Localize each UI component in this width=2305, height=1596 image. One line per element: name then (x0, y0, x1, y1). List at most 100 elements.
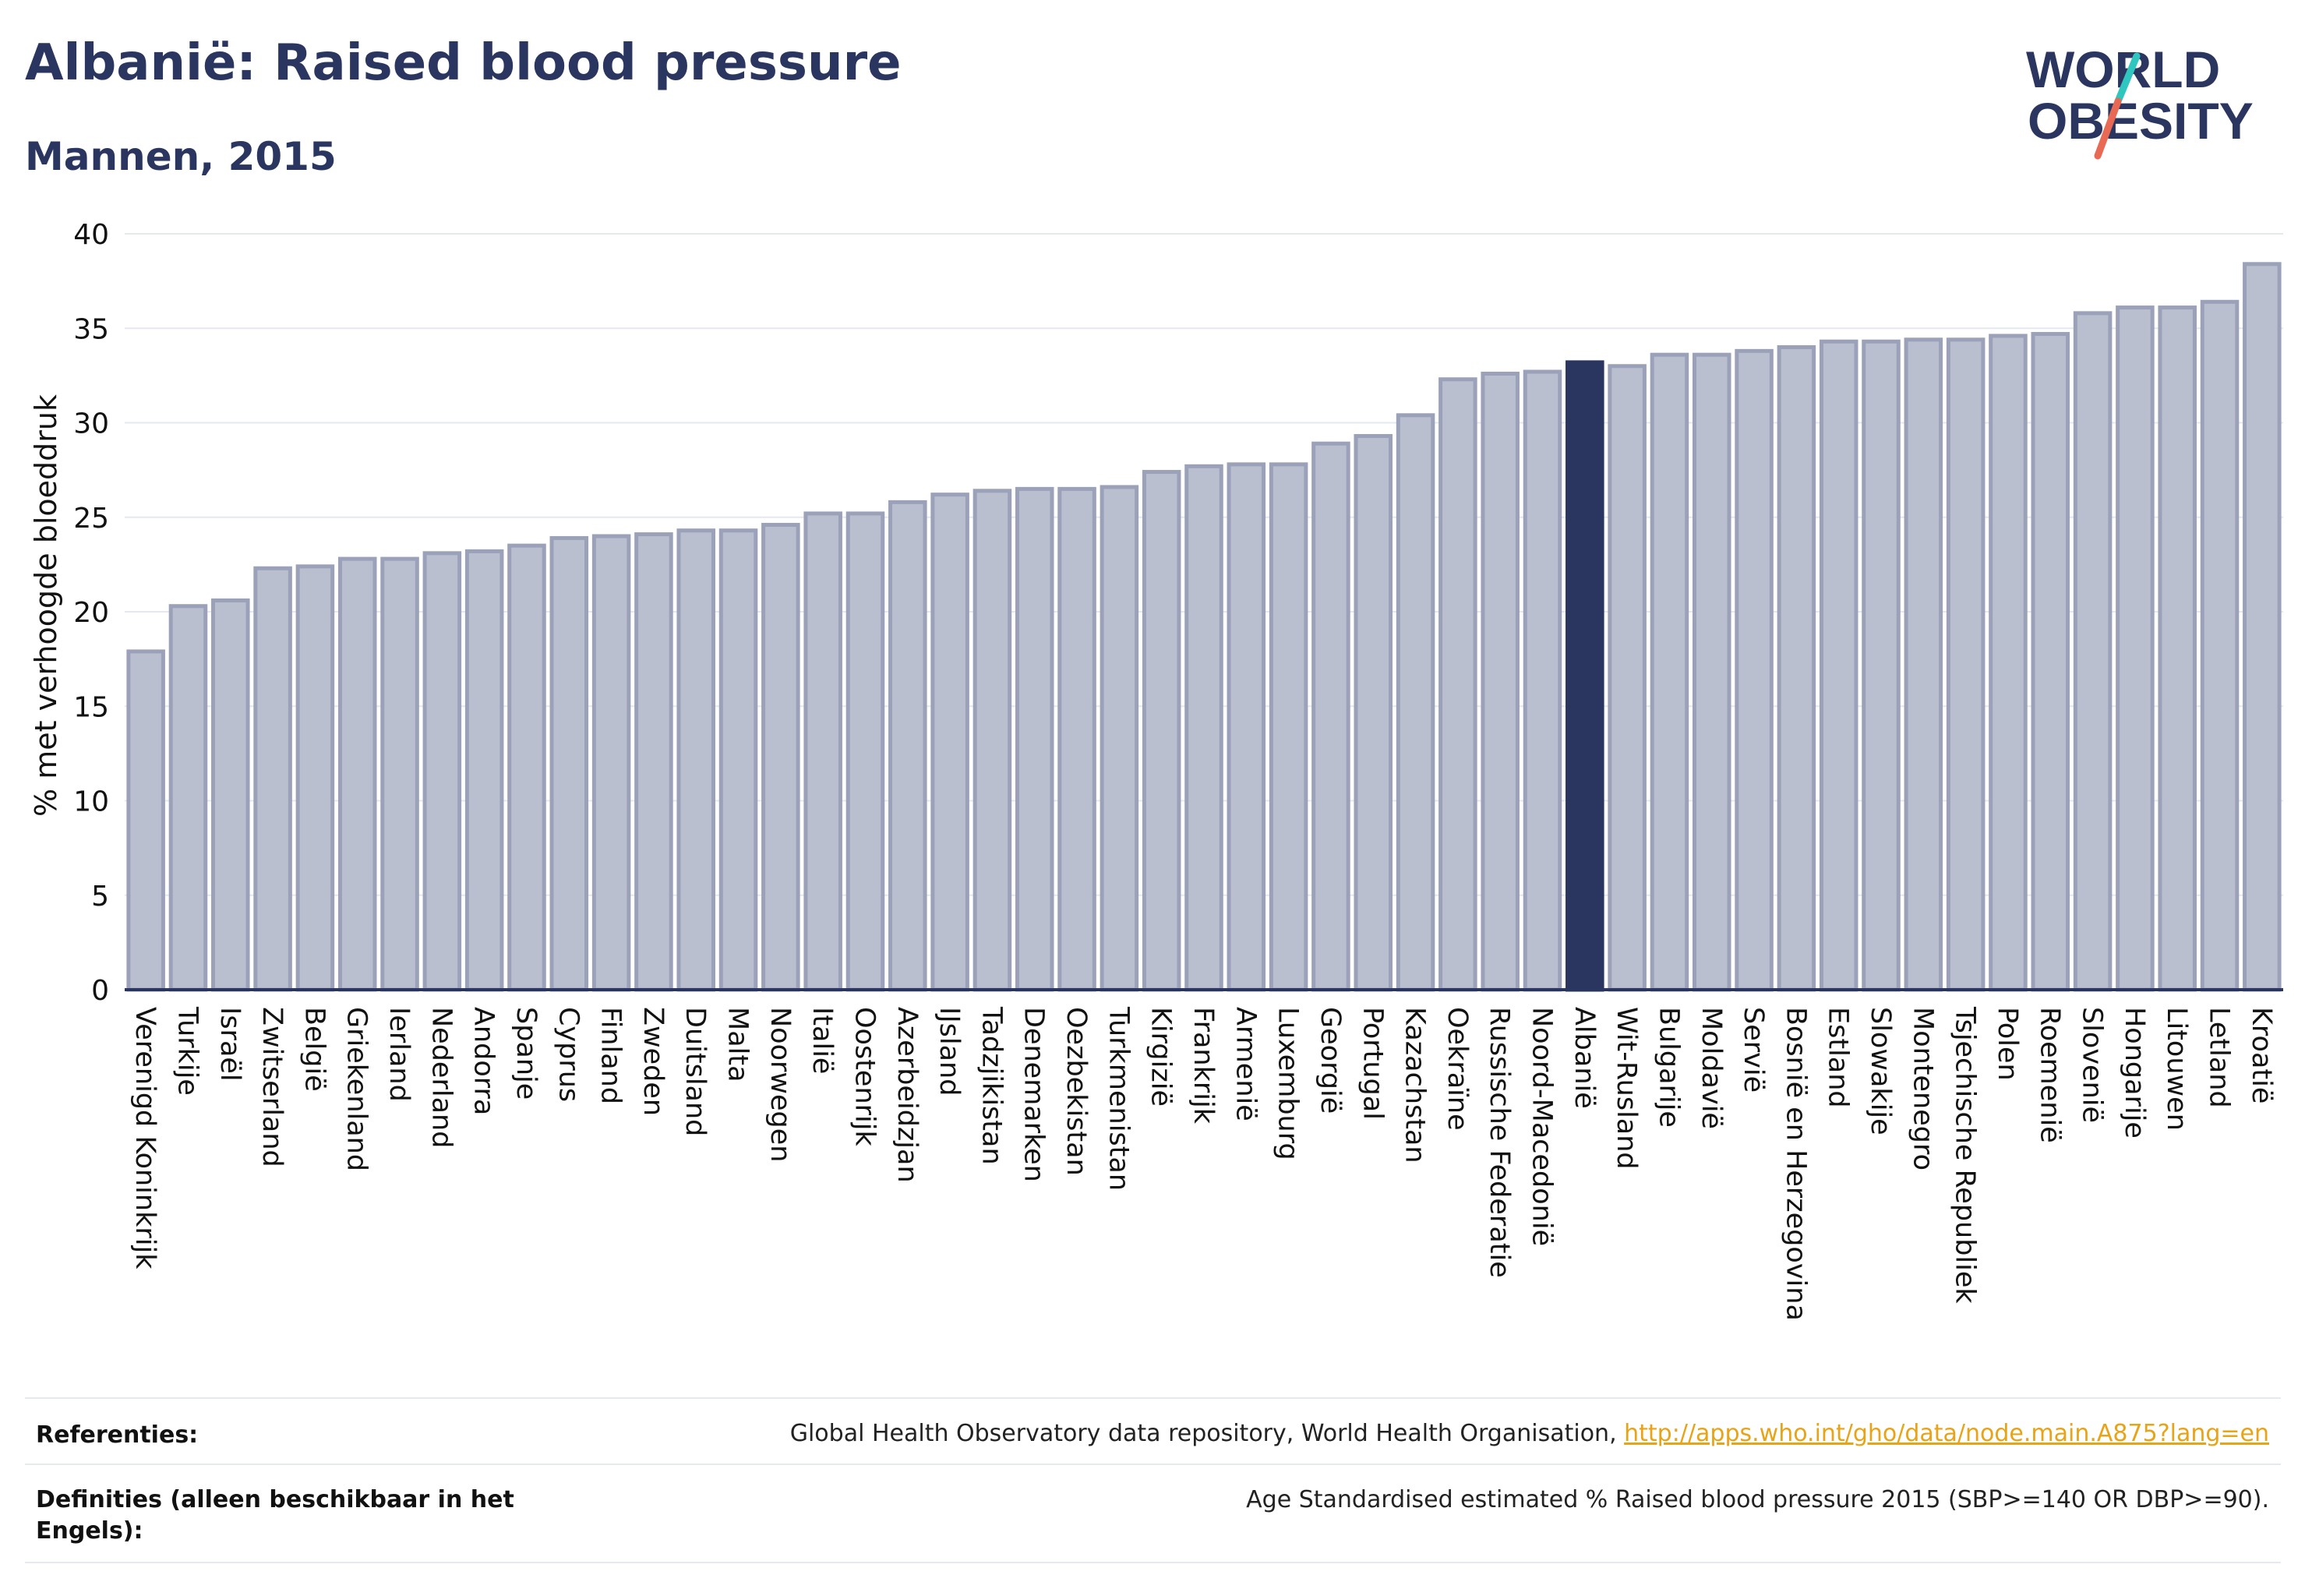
bar[interactable] (2243, 262, 2282, 992)
world-obesity-logo: WORLD OBESITY (2026, 41, 2254, 160)
bar[interactable] (1904, 337, 1943, 992)
references-value: Global Health Observatory data repositor… (790, 1420, 2269, 1447)
bar[interactable] (1650, 352, 1689, 992)
bar[interactable] (126, 649, 165, 992)
x-tick-label: Tsjechische Republiek (1950, 1006, 1981, 1304)
bar[interactable] (1057, 486, 1096, 992)
x-tick-label: België (298, 1007, 330, 1092)
bar[interactable] (803, 511, 842, 992)
bar[interactable] (1184, 464, 1223, 992)
bar[interactable] (1819, 339, 1858, 992)
bar[interactable] (1100, 485, 1139, 992)
x-tick-label: Nederland (425, 1007, 457, 1148)
bar[interactable] (1989, 334, 2028, 992)
y-tick-label: 35 (73, 313, 109, 345)
y-axis-label: % met verhoogde bloeddruk (29, 394, 63, 817)
bar[interactable] (549, 535, 589, 992)
x-tick-label: Litouwen (2161, 1007, 2192, 1131)
x-tick-label: Israël (214, 1007, 245, 1082)
bar[interactable] (1142, 470, 1181, 992)
x-tick-label: Oekraïne (1442, 1007, 1473, 1131)
bar[interactable] (1692, 352, 1731, 992)
bar[interactable] (1015, 486, 1054, 992)
references-link[interactable]: http://apps.who.int/gho/data/node.main.A… (1624, 1420, 2269, 1447)
x-tick-label: Spanje (510, 1007, 542, 1100)
bar[interactable] (1946, 337, 1986, 992)
x-tick-label: Letland (2204, 1007, 2235, 1108)
x-tick-label: Kazachstan (1400, 1007, 1431, 1163)
x-tick-label: Russische Federatie (1484, 1007, 1515, 1278)
x-tick-label: Italië (807, 1007, 838, 1074)
bar[interactable] (845, 511, 885, 992)
x-tick-label: Bosnië en Herzegovina (1780, 1007, 1811, 1321)
bar[interactable] (380, 556, 419, 992)
footer-divider-middle (25, 1464, 2281, 1465)
x-tick-label: Noorwegen (764, 1007, 796, 1163)
x-tick-label: Kirgizië (1145, 1007, 1177, 1107)
bar[interactable] (2116, 305, 2155, 992)
y-tick-label: 10 (73, 786, 109, 818)
bar[interactable] (253, 566, 292, 992)
bar[interactable] (2073, 311, 2113, 992)
bar[interactable] (211, 598, 250, 992)
bar[interactable] (634, 532, 673, 992)
logo-slash-teal (2114, 52, 2141, 105)
x-tick-label: Bulgarije (1653, 1007, 1684, 1128)
bar[interactable] (2200, 299, 2240, 992)
bar[interactable] (591, 534, 631, 992)
x-tick-label: Ierland (383, 1007, 415, 1102)
bar[interactable] (2158, 305, 2197, 992)
bar[interactable] (761, 522, 800, 992)
x-tick-label: Kroatië (2246, 1007, 2277, 1103)
bar[interactable] (422, 551, 462, 992)
bar[interactable] (888, 500, 927, 992)
bar[interactable] (972, 489, 1012, 992)
references-label: Referenties: (36, 1421, 199, 1449)
bar[interactable] (2031, 332, 2070, 992)
bar[interactable] (1227, 462, 1266, 992)
bar[interactable] (1396, 413, 1435, 992)
y-tick-labels: 0 5 10 15 20 25 30 35 40 (73, 219, 109, 1007)
x-tick-label: Cyprus (552, 1007, 584, 1102)
y-tick-label: 25 (73, 503, 109, 535)
y-tick-label: 30 (73, 408, 109, 440)
x-tick-label: Duitsland (679, 1007, 711, 1136)
definitions-label: Definities (alleen beschikbaar in het En… (36, 1486, 514, 1545)
chart-subtitle: Mannen, 2015 (25, 134, 337, 179)
bar[interactable] (1523, 369, 1562, 992)
bar-highlight[interactable] (1565, 360, 1604, 992)
bar[interactable] (1438, 377, 1477, 992)
x-tick-label: Armenië (1230, 1007, 1261, 1121)
x-tick-label: Roemenië (2034, 1007, 2065, 1143)
bar[interactable] (507, 543, 546, 992)
bar[interactable] (464, 549, 504, 992)
x-tick-label: Finland (595, 1007, 627, 1104)
bar[interactable] (295, 564, 335, 992)
bar[interactable] (1777, 345, 1816, 992)
x-tick-label: Wit-Rusland (1611, 1007, 1642, 1170)
references-text: Global Health Observatory data repositor… (789, 1420, 1625, 1447)
x-tick-label: Zwitserland (256, 1007, 288, 1167)
bar[interactable] (1354, 433, 1393, 992)
x-tick-label: Servië (1738, 1007, 1769, 1093)
x-tick-label: Oostenrijk (849, 1007, 880, 1146)
bar[interactable] (1735, 348, 1774, 992)
bar[interactable] (337, 556, 377, 992)
y-tick-label: 5 (91, 881, 109, 913)
bar[interactable] (1481, 371, 1520, 992)
bar[interactable] (930, 493, 969, 992)
bar[interactable] (1311, 441, 1350, 992)
x-tick-label: Turkije (171, 1006, 203, 1096)
bar[interactable] (718, 528, 758, 992)
bar[interactable] (676, 528, 716, 992)
x-tick-label: Montenegro (1907, 1007, 1938, 1171)
bar[interactable] (1862, 339, 1901, 992)
bar[interactable] (1608, 364, 1647, 992)
x-tick-label: Estland (1823, 1007, 1854, 1108)
bar[interactable] (1269, 462, 1308, 992)
bar[interactable] (168, 604, 208, 992)
chart-title: Albanië: Raised blood pressure (25, 34, 902, 92)
y-tick-label: 15 (73, 691, 109, 723)
x-tick-label: Denemarken (1018, 1007, 1050, 1182)
x-tick-label: Andorra (468, 1007, 499, 1115)
